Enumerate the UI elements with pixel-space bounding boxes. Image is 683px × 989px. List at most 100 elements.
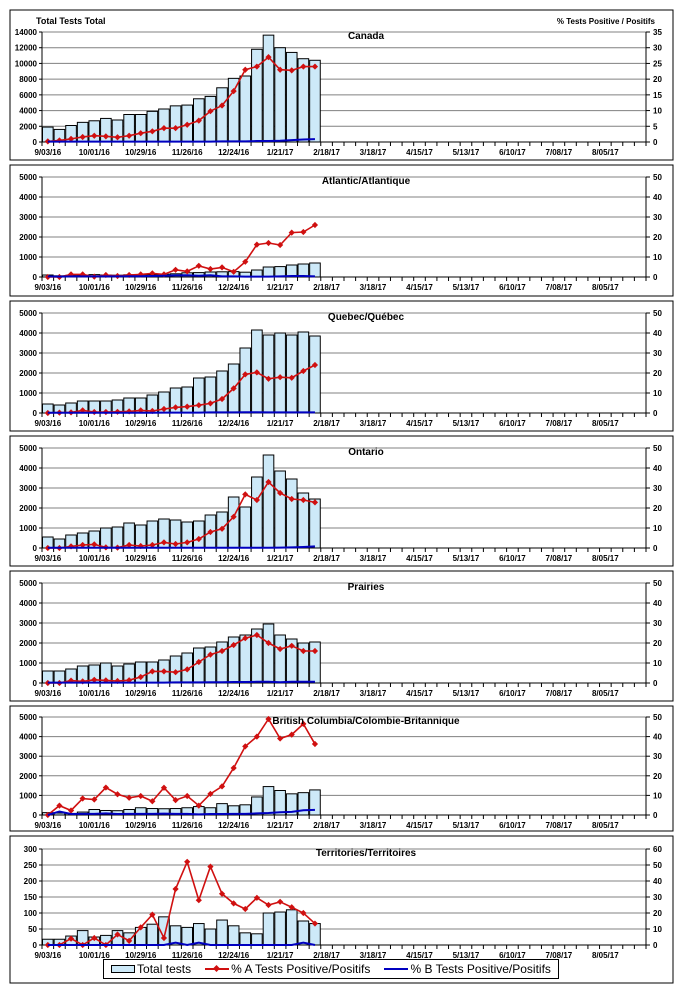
marker-pct-a [265,715,272,723]
bar-total-tests [158,808,170,816]
bar-total-tests [251,933,263,946]
y-tick-label: 2000 [19,122,37,131]
bar-total-tests [193,923,205,946]
marker-pct-a [253,496,260,504]
y-tick-label: 0 [33,273,38,282]
marker-pct-a [207,790,214,797]
bar-total-tests [181,807,193,816]
marker-pct-a [44,138,51,145]
bar-total-tests [297,920,310,946]
bar-total-tests [169,808,182,816]
x-tick-label: 12/24/16 [218,689,250,698]
x-tick-label: 8/05/17 [592,689,619,698]
marker-pct-a [218,395,226,403]
bar-total-tests [309,335,321,414]
x-tick-label: 8/05/17 [592,419,619,428]
marker-pct-a [149,668,156,675]
marker-pct-a [195,262,202,269]
marker-pct-a [149,270,156,277]
panel-frame [9,164,674,297]
panel-frame [9,300,674,432]
x-tick-label: 8/05/17 [592,821,619,830]
y2-tick-label: 0 [653,811,658,820]
marker-pct-a [126,132,133,139]
y-tick-label: 3000 [19,484,37,493]
marker-pct-a [149,911,156,918]
y2-tick-label: 30 [653,484,662,493]
y2-tick-label: 0 [653,679,658,688]
panel-frame [9,835,674,984]
bar-total-tests [227,496,240,549]
y2-tick-label: 20 [653,369,662,378]
y-tick-label: 1000 [19,659,37,668]
x-tick-label: 10/29/16 [125,419,157,428]
y-tick-label: 5000 [19,173,37,182]
bar-total-tests [262,912,275,946]
marker-pct-a [195,897,202,904]
marker-pct-a [242,491,249,498]
bar-total-tests [216,919,228,946]
y2-tick-label: 30 [653,44,662,53]
x-tick-label: 9/03/16 [34,821,61,830]
x-tick-label: 5/13/17 [453,951,480,960]
y-tick-label: 50 [28,925,37,934]
bar-total-tests [297,642,310,684]
x-tick-label: 8/05/17 [592,554,619,563]
x-tick-label: 11/26/16 [172,821,203,830]
bar-total-tests [239,506,252,549]
panel-title: Territories/Territoires [316,848,417,859]
y-tick-label: 4000 [19,329,37,338]
x-tick-label: 2/18/17 [313,419,340,428]
x-tick-label: 1/21/17 [267,283,294,292]
x-tick-label: 9/03/16 [34,148,61,157]
y-tick-label: 3000 [19,752,37,761]
x-tick-label: 10/01/16 [79,283,111,292]
bar-total-tests [285,793,298,816]
x-tick-label: 1/21/17 [267,821,294,830]
x-tick-label: 11/26/16 [172,283,203,292]
marker-pct-a [195,117,202,124]
x-tick-label: 2/18/17 [313,951,340,960]
x-tick-label: 10/29/16 [125,951,157,960]
bar-total-tests [239,347,252,414]
y2-tick-label: 30 [653,619,662,628]
marker-pct-a [311,920,319,927]
panel-frame [9,570,674,702]
y-tick-label: 3000 [19,349,37,358]
line-pct-b [47,138,315,143]
bar-total-tests [134,807,147,816]
y-tick-label: 3000 [19,213,37,222]
y2-tick-label: 40 [653,464,662,473]
x-tick-label: 11/26/16 [172,951,203,960]
x-tick-label: 10/01/16 [79,689,111,698]
bar-total-tests [146,808,159,816]
y2-tick-label: 50 [653,444,662,453]
x-tick-label: 12/24/16 [218,554,250,563]
panel-title: Atlantic/Atlantique [322,176,411,187]
x-tick-label: 6/10/17 [499,554,526,563]
marker-pct-a [184,792,191,800]
marker-pct-a [207,108,214,115]
marker-pct-a [149,541,156,549]
bar-total-tests [146,923,159,946]
bar-total-tests [262,334,275,414]
y-tick-label: 6000 [19,91,37,100]
panel-canada [9,9,674,161]
bar-total-tests [309,59,321,143]
x-tick-label: 5/13/17 [453,148,480,157]
marker-pct-a [114,791,121,798]
x-tick-label: 2/18/17 [313,554,340,563]
marker-pct-a [300,496,307,504]
x-tick-label: 4/15/17 [406,283,433,292]
bar-total-tests [227,77,240,143]
x-tick-label: 12/24/16 [218,419,250,428]
bar-total-tests [274,332,286,414]
bar-total-tests [274,790,286,816]
bar-total-tests [216,370,228,414]
x-tick-label: 1/21/17 [267,951,294,960]
legend-swatch-bar [111,965,136,973]
bar-total-tests [193,647,205,684]
y-tick-label: 3000 [19,619,37,628]
y2-tick-label: 10 [653,107,662,116]
x-tick-label: 10/01/16 [79,821,111,830]
